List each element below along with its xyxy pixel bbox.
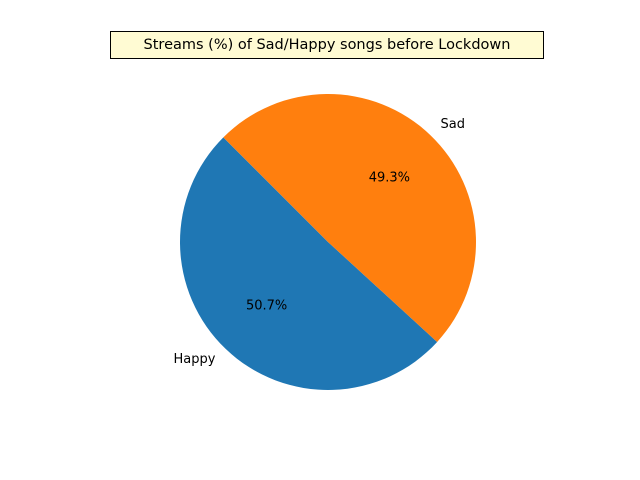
slice-percent-happy: 50.7% [246,299,287,314]
slice-percent-sad: 49.3% [369,170,410,185]
pie-slice-happy [180,137,438,390]
slice-label-happy: Happy [173,352,215,367]
pie-slice-sad [223,93,477,342]
slice-label-sad: Sad [441,117,465,132]
chart-title: Streams (%) of Sad/Happy songs before Lo… [110,31,544,59]
